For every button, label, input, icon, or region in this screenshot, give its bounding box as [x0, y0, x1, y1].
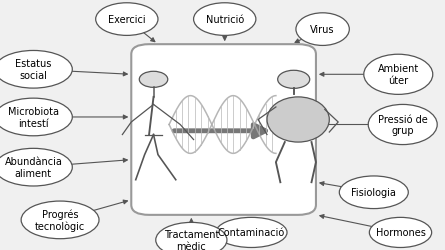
Text: Ambient
úter: Ambient úter — [378, 64, 419, 86]
FancyBboxPatch shape — [131, 45, 316, 215]
Text: Virus: Virus — [310, 25, 335, 35]
Ellipse shape — [194, 4, 256, 36]
Ellipse shape — [296, 14, 349, 46]
Ellipse shape — [368, 105, 437, 145]
Ellipse shape — [364, 55, 433, 95]
Ellipse shape — [0, 99, 72, 136]
Text: Progrés
tecnològic: Progrés tecnològic — [35, 209, 85, 231]
Text: Estatus
social: Estatus social — [15, 59, 52, 81]
Text: Abundància
aliment: Abundància aliment — [4, 157, 62, 178]
Ellipse shape — [267, 98, 329, 142]
Ellipse shape — [21, 201, 99, 239]
Text: Microbiota
intestí: Microbiota intestí — [8, 107, 59, 128]
Ellipse shape — [340, 176, 409, 209]
Text: Exercici: Exercici — [108, 15, 146, 25]
Text: Fisiologia: Fisiologia — [352, 188, 396, 198]
Text: Hormones: Hormones — [376, 228, 425, 237]
Ellipse shape — [96, 4, 158, 36]
Text: Contaminació: Contaminació — [218, 228, 285, 237]
Ellipse shape — [0, 51, 72, 89]
Circle shape — [139, 72, 168, 88]
Ellipse shape — [0, 149, 72, 186]
Ellipse shape — [216, 218, 287, 248]
Text: Nutrició: Nutrició — [206, 15, 244, 25]
Circle shape — [278, 71, 310, 89]
Ellipse shape — [369, 218, 432, 248]
Ellipse shape — [156, 222, 227, 250]
Text: Tractament
mèdic: Tractament mèdic — [164, 229, 219, 250]
Text: Pressió de
grup: Pressió de grup — [378, 114, 428, 136]
